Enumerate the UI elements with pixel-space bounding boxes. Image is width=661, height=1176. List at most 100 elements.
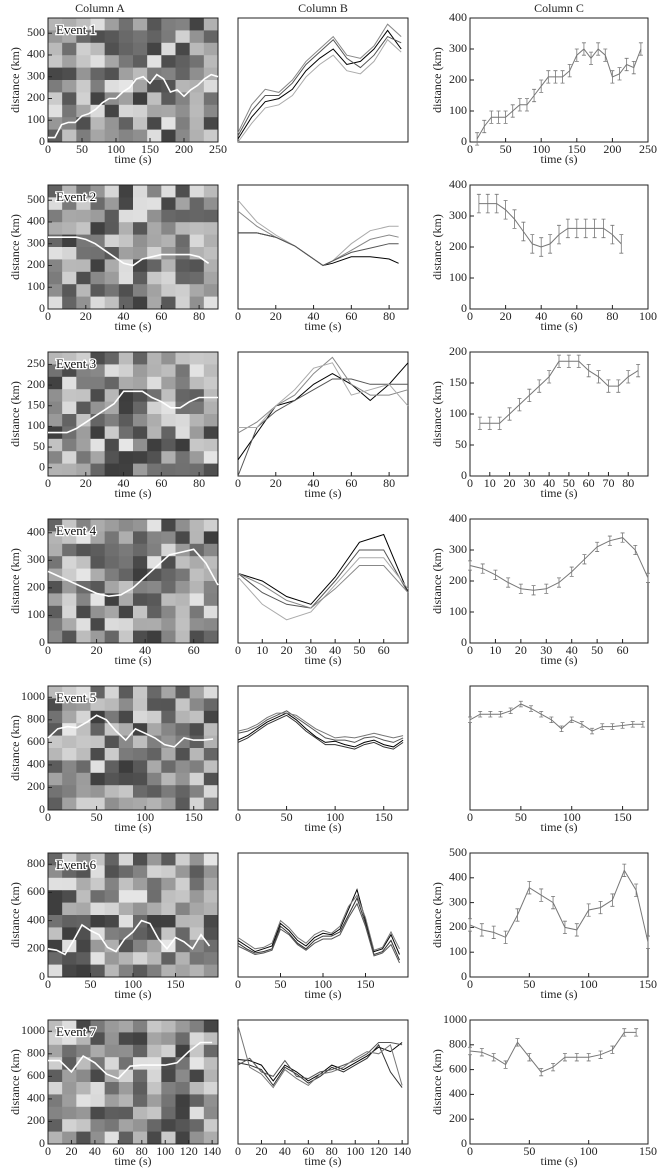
heatmap-cell: [48, 104, 63, 118]
heatmap-cell: [203, 1044, 219, 1058]
y-tick-label: 300: [27, 235, 45, 249]
heatmap-cell: [161, 1094, 176, 1108]
heatmap-cell: [76, 531, 91, 545]
x-tick-label: 40: [118, 309, 130, 323]
heatmap-cell: [133, 1020, 148, 1033]
heatmap-cell: [203, 185, 219, 198]
heatmap-cell: [48, 772, 63, 786]
heatmap-cell: [104, 234, 120, 248]
error-bar: [506, 577, 511, 588]
error-bar: [527, 1053, 532, 1062]
heatmap-cell: [161, 1119, 176, 1133]
heatmap-cell: [104, 426, 120, 440]
heatmap-cell: [104, 30, 120, 44]
y-tick-label: 0: [39, 969, 45, 983]
heatmap-cell: [175, 735, 191, 749]
heatmap-cell: [76, 271, 91, 285]
x-tick-label: 50: [281, 810, 293, 824]
y-tick-label: 200: [449, 344, 467, 358]
heatmap-cell: [203, 104, 219, 118]
x-tick-label: 250: [209, 142, 227, 156]
heatmap-cell: [133, 531, 148, 545]
error-bar: [524, 98, 529, 112]
heatmap-cell: [90, 902, 106, 916]
error-bar: [539, 888, 544, 902]
plot-frame: [237, 184, 409, 310]
heatmap-cell: [203, 117, 219, 131]
x-tick-label: 80: [136, 1144, 148, 1158]
error-bar: [595, 541, 600, 552]
x-tick-label: 100: [346, 1144, 364, 1158]
heatmap-cell: [90, 209, 106, 223]
heatmap-cell: [118, 104, 134, 118]
heatmap-cell: [133, 853, 148, 866]
heatmap-cell: [118, 519, 134, 532]
x-tick-label: 60: [345, 476, 357, 490]
heatmap-cell: [104, 197, 120, 211]
y-tick-label: 300: [27, 68, 45, 82]
heatmap-cell: [189, 426, 205, 440]
heatmap-cell: [161, 568, 176, 582]
heatmap-cell: [118, 723, 134, 737]
heatmap-cell: [161, 129, 176, 143]
heatmap-cell: [62, 952, 77, 966]
heatmap-cell: [203, 698, 219, 712]
data-line: [237, 1025, 403, 1089]
heatmap-cell: [203, 42, 219, 56]
y-axis-label: distance (km): [8, 214, 22, 280]
x-tick-label: 100: [563, 810, 581, 824]
x-tick-label: 0: [45, 1144, 51, 1158]
plot-frame: [47, 351, 219, 477]
heatmap-cell: [62, 853, 77, 866]
y-axis-label: distance (km): [430, 214, 444, 280]
heatmap-cell: [62, 772, 77, 786]
y-tick-label: 100: [449, 270, 467, 284]
heatmap-cell: [62, 197, 77, 211]
heatmap-cell: [76, 209, 91, 223]
data-line: [237, 549, 409, 609]
heatmap-cell: [90, 42, 106, 56]
heatmap-cell: [189, 519, 205, 532]
error-bar: [610, 893, 615, 907]
heatmap-cell: [133, 234, 148, 248]
heatmap-cell: [161, 18, 176, 31]
heatmap-cell: [133, 185, 148, 198]
heatmap-cell: [118, 902, 134, 916]
heatmap-cell: [62, 247, 77, 260]
heatmap-cell: [147, 568, 162, 582]
heatmap-cell: [147, 915, 162, 928]
heatmap-cell: [189, 630, 205, 644]
heatmap-cell: [104, 723, 120, 737]
heatmap-cell: [90, 92, 106, 106]
heatmap-cell: [90, 865, 106, 879]
heatmap-cell: [147, 414, 162, 427]
heatmap-cell: [161, 902, 176, 916]
heatmap-cell: [62, 605, 77, 619]
error-bar: [582, 554, 587, 565]
heatmap-cell: [133, 426, 148, 440]
heatmap-cell: [76, 760, 91, 774]
heatmap-cell: [189, 710, 205, 724]
heatmap-cell: [189, 915, 205, 928]
heatmap-cell: [76, 723, 91, 737]
heatmap-cell: [90, 686, 106, 699]
x-tick-label: 60: [617, 643, 629, 657]
heatmap-cell: [133, 581, 148, 594]
heatmap-cell: [118, 1069, 134, 1083]
heatmap-cell: [48, 618, 63, 632]
heatmap-cell: [90, 18, 106, 31]
x-tick-label: 50: [91, 810, 103, 824]
error-bar: [633, 544, 638, 556]
error-bar: [549, 716, 554, 724]
x-axis-label: time (s): [541, 319, 578, 333]
heatmap-cell: [90, 376, 106, 390]
heatmap-cell: [104, 939, 120, 953]
plot-frame: [237, 17, 409, 143]
data-line: [237, 712, 404, 739]
heatmap-cell: [90, 129, 106, 143]
error-bar: [476, 193, 481, 214]
heatmap-cell: [62, 92, 77, 106]
heatmap-cell: [203, 389, 219, 403]
error-bar: [620, 532, 625, 543]
error-bar: [468, 1046, 472, 1056]
